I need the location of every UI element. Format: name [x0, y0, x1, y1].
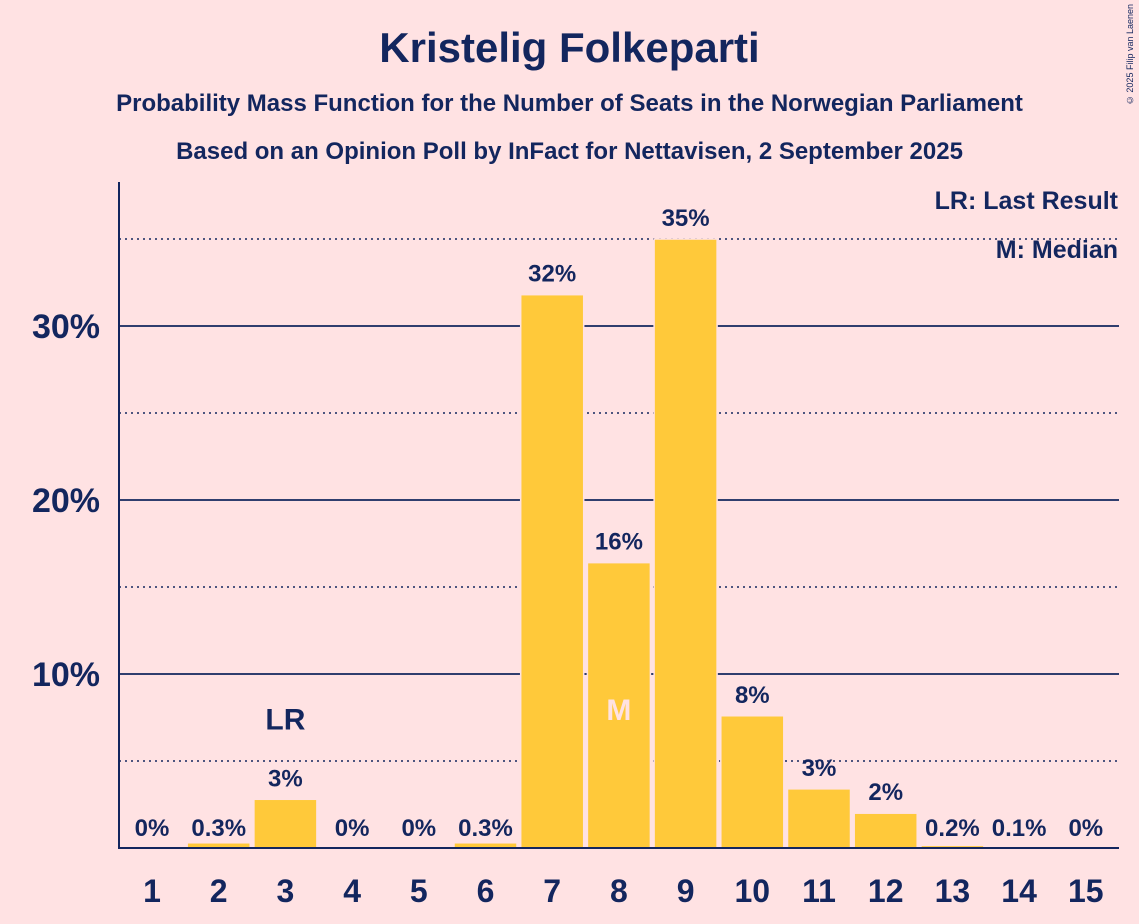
- x-tick-label: 11: [802, 873, 836, 909]
- x-tick-label: 5: [410, 873, 428, 909]
- bars: [186, 238, 1052, 849]
- bar-10: [720, 715, 785, 849]
- x-tick-labels: 1 2 3 4 5 6 7 8 9 10 11 12 13 14 15: [143, 873, 1103, 909]
- bar-label-6: 0.3%: [458, 815, 513, 842]
- x-tick-label: 14: [1001, 873, 1037, 909]
- bar-9: [653, 238, 718, 849]
- x-tick-label: 13: [935, 873, 971, 909]
- median-marker: M: [606, 694, 631, 727]
- x-tick-label: 9: [677, 873, 695, 909]
- bar-label-11: 3%: [802, 755, 837, 782]
- last-result-marker: LR: [265, 703, 305, 736]
- bar-label-10: 8%: [735, 682, 770, 709]
- bar-7: [519, 293, 585, 849]
- bar-label-14: 0.1%: [992, 815, 1047, 842]
- bar-value-labels: 0% 0.3% 3% 0% 0% 0.3% 32% 16% 35% 8% 3% 2% 0.2% 0.1% 0…: [135, 205, 1103, 842]
- y-tick-label: 10%: [32, 656, 100, 694]
- bar-label-8: 16%: [595, 529, 643, 556]
- chart-title: Kristelig Folkeparti: [379, 24, 760, 71]
- bar-8: [586, 561, 652, 849]
- y-tick-label: 30%: [32, 308, 100, 346]
- bar-12: [853, 812, 918, 849]
- y-tick-labels: 10% 20% 30%: [32, 308, 100, 694]
- legend-last-result: LR: Last Result: [935, 187, 1119, 215]
- bar-label-13: 0.2%: [925, 815, 980, 842]
- bar-label-1: 0%: [135, 815, 170, 842]
- x-tick-label: 7: [543, 873, 561, 909]
- x-tick-label: 6: [477, 873, 495, 909]
- x-tick-label: 2: [210, 873, 228, 909]
- x-tick-label: 10: [735, 873, 771, 909]
- bar-label-15: 0%: [1068, 815, 1103, 842]
- bar-label-9: 35%: [662, 205, 710, 232]
- x-tick-label: 4: [343, 873, 361, 909]
- bar-label-12: 2%: [868, 779, 903, 806]
- bar-label-7: 32%: [528, 261, 576, 288]
- bar-11: [786, 788, 852, 849]
- x-tick-label: 1: [143, 873, 161, 909]
- x-tick-label: 3: [277, 873, 295, 909]
- bar-label-5: 0%: [401, 815, 436, 842]
- x-tick-label: 15: [1068, 873, 1104, 909]
- x-tick-label: 12: [868, 873, 904, 909]
- bar-label-3: 3%: [268, 765, 303, 792]
- y-tick-label: 20%: [32, 482, 100, 520]
- bar-label-4: 0%: [335, 815, 370, 842]
- bar-3: [253, 798, 318, 849]
- x-tick-label: 8: [610, 873, 628, 909]
- chart-subtitle: Probability Mass Function for the Number…: [116, 90, 1023, 117]
- legend-median: M: Median: [996, 236, 1118, 264]
- bar-label-2: 0.3%: [191, 815, 246, 842]
- chart-subtitle-source: Based on an Opinion Poll by InFact for N…: [176, 138, 963, 165]
